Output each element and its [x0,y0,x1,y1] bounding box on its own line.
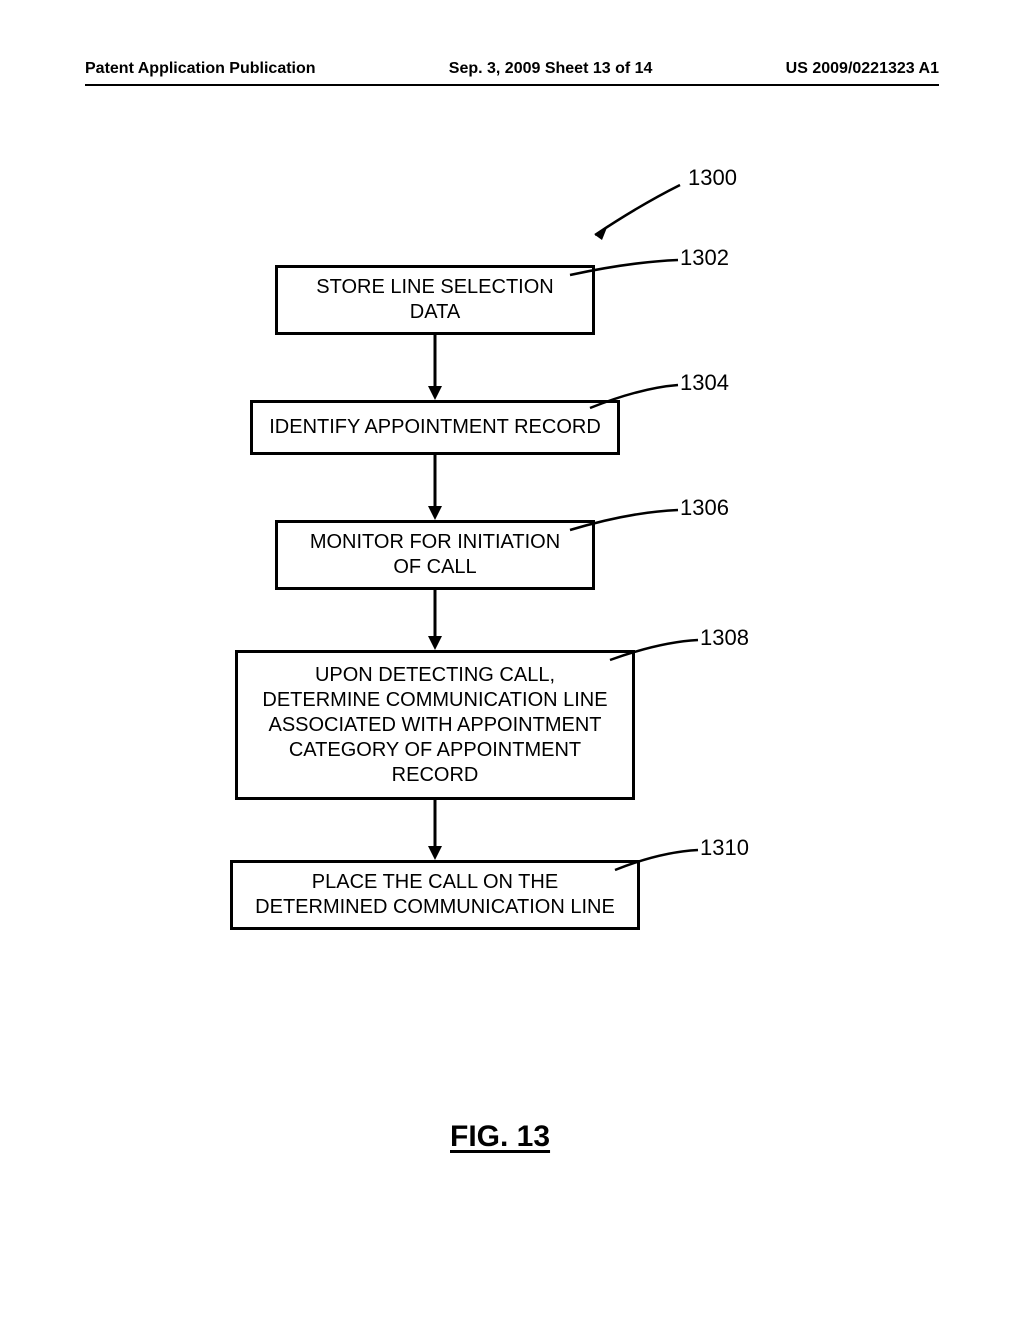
figure-label: FIG. 13 [450,1120,550,1154]
header-center: Sep. 3, 2009 Sheet 13 of 14 [449,60,653,78]
ref-curve-1310 [0,160,800,940]
page-header: Patent Application Publication Sep. 3, 2… [85,60,939,86]
header-left: Patent Application Publication [85,60,316,78]
header-right: US 2009/0221323 A1 [786,60,939,78]
